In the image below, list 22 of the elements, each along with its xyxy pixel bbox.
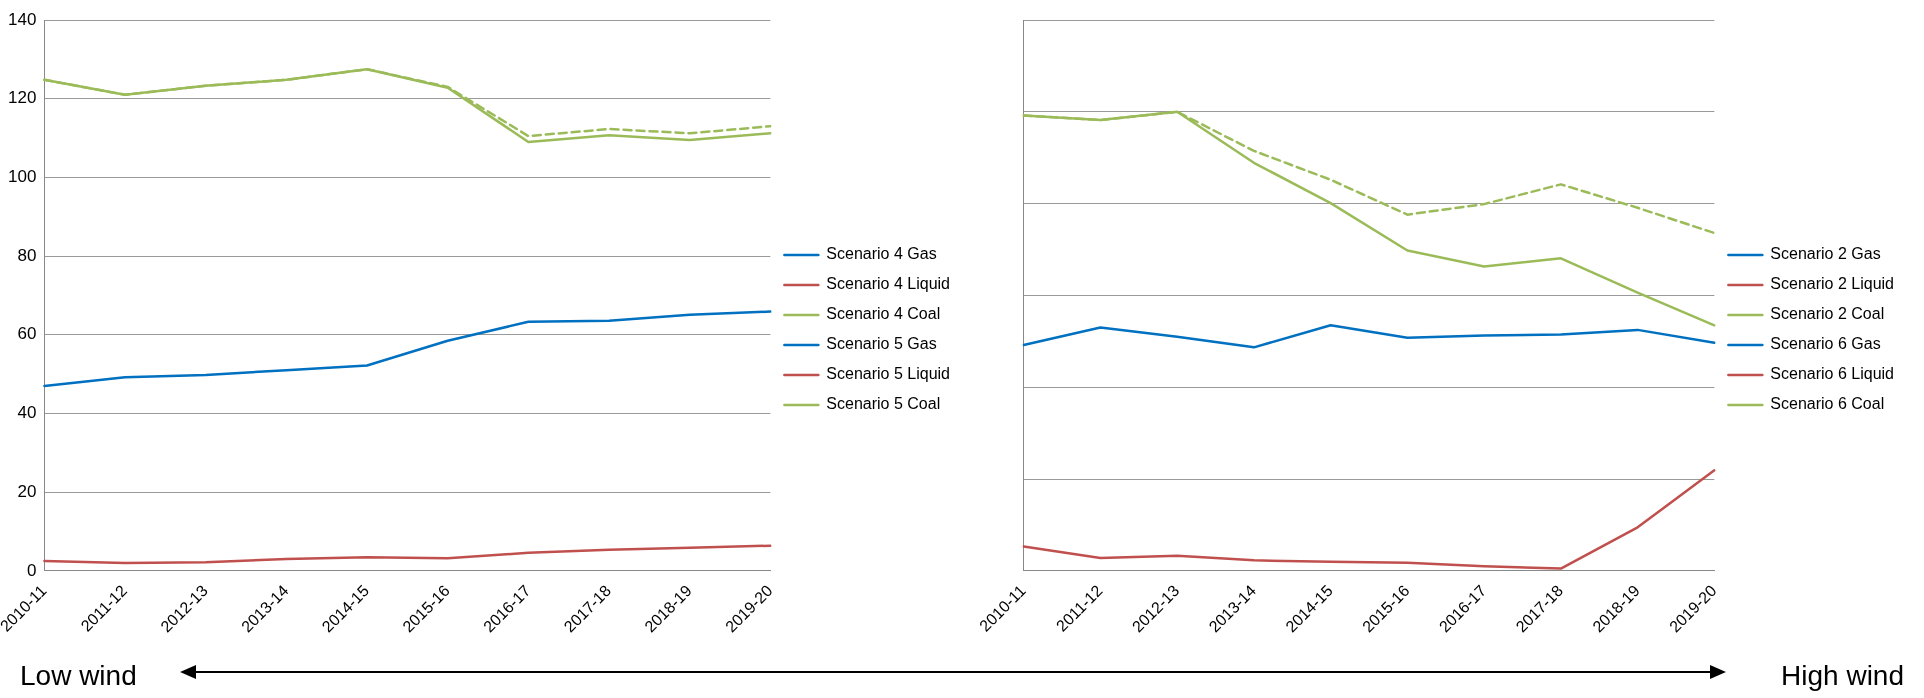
y-tick-label: 60: [17, 324, 37, 344]
text: Low wind: [20, 660, 137, 692]
y-tick-label: 0: [26, 560, 37, 580]
legend-label: Scenario 4 Liquid: [826, 275, 950, 293]
y-tick-label: 40: [17, 403, 37, 423]
legend-label: Scenario 5 Gas: [826, 335, 937, 353]
y-tick-label: 140: [7, 9, 37, 29]
text: High wind: [1781, 660, 1904, 692]
legend-label: Scenario 6 Coal: [1770, 395, 1885, 413]
legend-label: Scenario 5 Coal: [826, 395, 941, 413]
legend-label: Scenario 2 Liquid: [1770, 275, 1894, 293]
legend-label: Scenario 6 Gas: [1770, 335, 1881, 353]
legend-label: Scenario 2 Coal: [1770, 305, 1885, 323]
y-tick-label: 20: [17, 481, 37, 501]
y-tick-label: 100: [7, 167, 37, 187]
legend-label: Scenario 4 Coal: [826, 305, 941, 323]
legend-label: Scenario 6 Liquid: [1770, 365, 1894, 383]
legend-label: Scenario 2 Gas: [1770, 245, 1881, 263]
legend-label: Scenario 4 Gas: [826, 245, 937, 263]
y-tick-label: 80: [17, 245, 37, 265]
y-tick-label: 120: [7, 88, 37, 108]
legend-label: Scenario 5 Liquid: [826, 365, 950, 383]
